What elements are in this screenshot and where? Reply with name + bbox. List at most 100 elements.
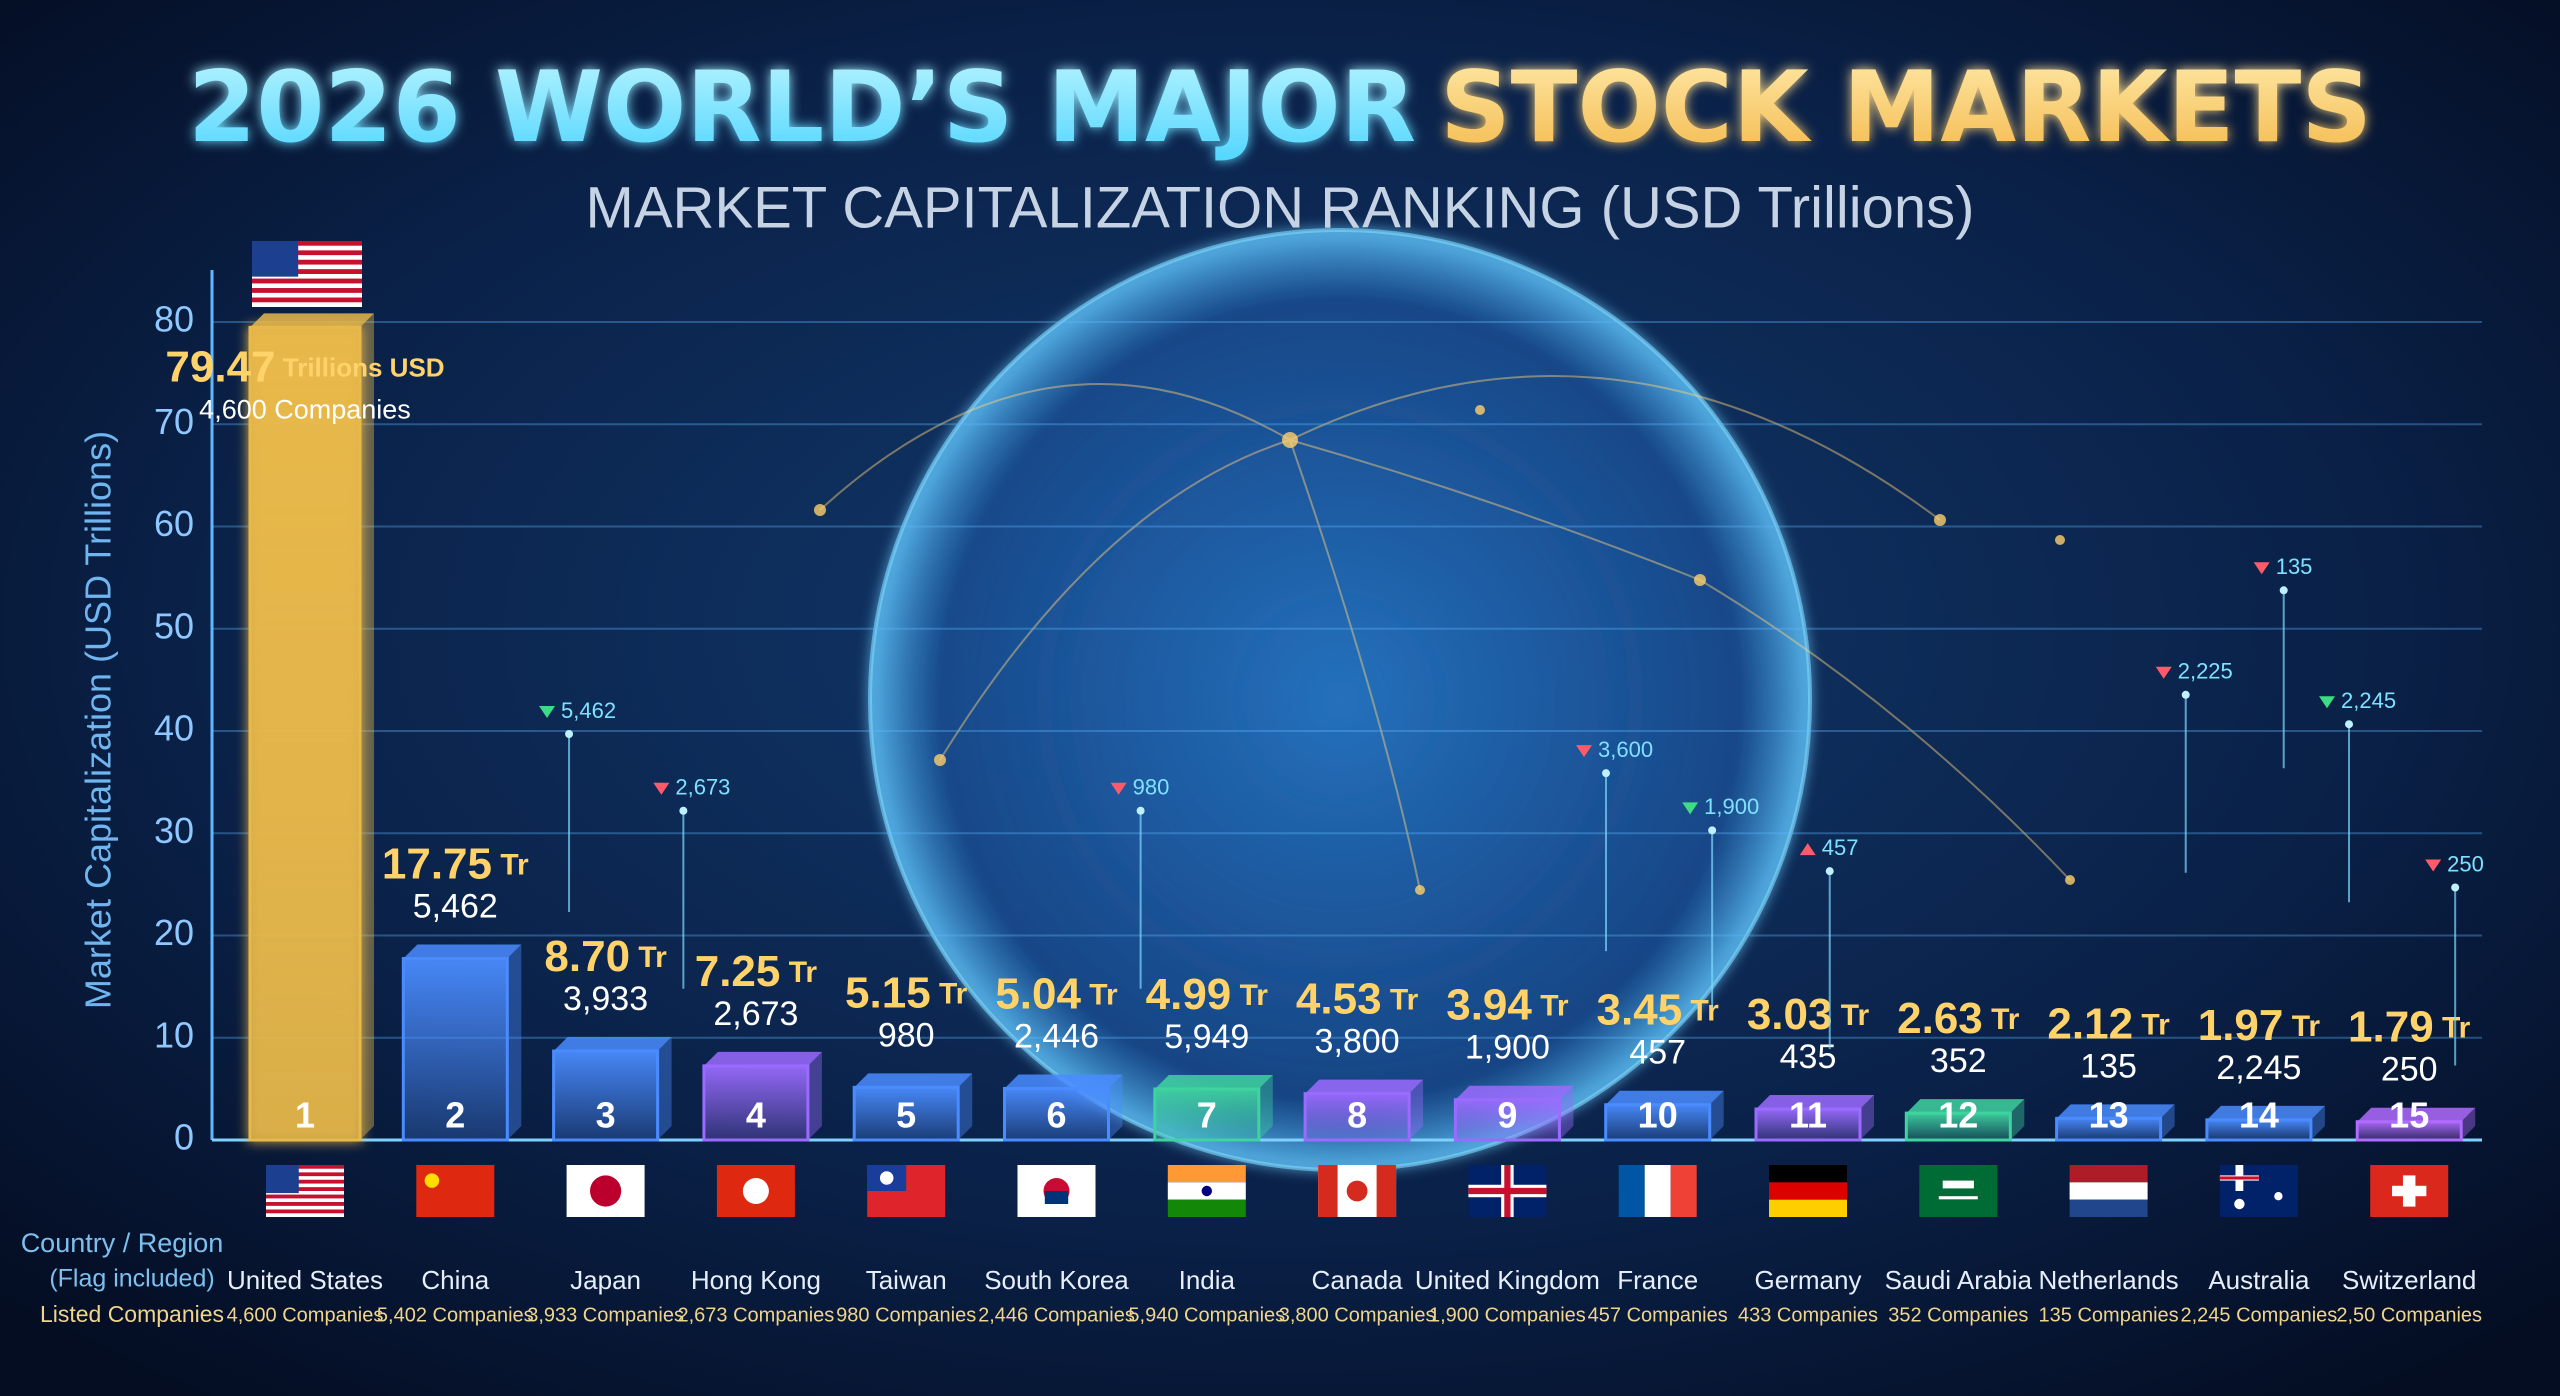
bar-top	[2357, 1107, 2476, 1122]
annotation-marker	[1110, 782, 1127, 795]
flag-part	[266, 1213, 344, 1217]
chart-subtitle: MARKET CAPITALIZATION RANKING (USD Trill…	[586, 175, 1975, 240]
flag-part	[1938, 1196, 1978, 1200]
rank-label: 10	[1638, 1095, 1678, 1136]
flag	[252, 241, 362, 307]
value-unit: Tr	[630, 941, 667, 974]
company-count: 1,900	[1465, 1029, 1550, 1067]
annotation-dot	[679, 806, 688, 815]
value-label: 4.99 Tr	[1146, 970, 1269, 1019]
bar	[2055, 1116, 2163, 1142]
flag-part	[1346, 1180, 1368, 1202]
value-number: 3.94	[1446, 980, 1532, 1029]
y-tick-label: 20	[154, 912, 194, 953]
flag-part	[266, 1183, 344, 1188]
x-tick-label: Canada	[1312, 1265, 1404, 1295]
bar-side	[2310, 1105, 2325, 1140]
bar-side	[2160, 1104, 2175, 1140]
listed-companies: 135 Companies	[2039, 1304, 2179, 1326]
x-tick-label: France	[1617, 1265, 1698, 1295]
bar-top	[1004, 1074, 1123, 1089]
bar	[1303, 1092, 1411, 1142]
annotation-dot	[2279, 586, 2288, 595]
flag-part	[2069, 1199, 2148, 1217]
bar-side	[958, 1073, 973, 1140]
flag-part	[2392, 1185, 2427, 1197]
flag-part	[2219, 1176, 2259, 1180]
value-unit: Tr	[1682, 995, 1719, 1028]
rank-label: 6	[1046, 1095, 1066, 1136]
listed-companies: 2,673 Companies	[678, 1304, 835, 1326]
bar	[248, 325, 362, 1142]
bar-top	[703, 1051, 822, 1066]
rank-label: 12	[1938, 1095, 1978, 1136]
value-unit: Tr	[492, 848, 529, 881]
annotation-marker	[2253, 562, 2270, 575]
company-count: 5,949	[1164, 1018, 1249, 1056]
bar-side	[1409, 1079, 1424, 1140]
bar-side	[2010, 1099, 2025, 1140]
value-unit: Tr	[780, 956, 817, 989]
bar	[1904, 1111, 2012, 1142]
annotation-label: 980	[1133, 775, 1170, 800]
annotation-marker	[2155, 666, 2172, 679]
row-label: Country / Region	[21, 1228, 224, 1258]
value-label: 8.70 Tr	[544, 932, 667, 981]
x-tick-label: South Korea	[984, 1265, 1129, 1295]
flag-part	[1376, 1165, 1397, 1217]
bar-top	[403, 944, 522, 959]
value-label: 3.45 Tr	[1597, 985, 1720, 1034]
value-number: 5.15	[845, 968, 931, 1017]
value-number: 2.63	[1897, 994, 1983, 1043]
flag-part	[252, 302, 362, 307]
flag	[1167, 1165, 1246, 1217]
value-label: 7.25 Tr	[695, 946, 818, 995]
flag-part	[1201, 1185, 1213, 1197]
company-count: 4,600 Companies	[199, 395, 411, 425]
y-tick-label: 10	[154, 1014, 194, 1055]
annotation-dot	[2451, 883, 2460, 892]
annotation-label: 3,600	[1598, 737, 1653, 762]
value-unit: Tr	[1832, 999, 1869, 1032]
rank-label: 8	[1347, 1095, 1367, 1136]
flag	[1919, 1165, 1998, 1217]
company-count: 457	[1629, 1034, 1686, 1072]
value-unit: Tr	[2434, 1012, 2471, 1045]
value-unit: Tr	[2283, 1010, 2320, 1043]
y-axis-label: Market Capitalization (USD Trillions)	[78, 431, 119, 1009]
value-unit: Tr	[1231, 979, 1268, 1012]
flag	[1017, 1165, 1096, 1217]
x-tick-label: United States	[227, 1265, 383, 1295]
rank-label: 3	[596, 1095, 616, 1136]
flag	[1769, 1165, 1847, 1217]
company-count: 2,245	[2216, 1049, 2301, 1087]
value-number: 1.79	[2348, 1002, 2434, 1051]
annotation-marker	[1576, 745, 1593, 758]
value-label: 5.04 Tr	[995, 969, 1118, 1018]
company-count: 135	[2080, 1047, 2137, 1085]
annotation-label: 2,225	[2178, 659, 2233, 684]
bar-side	[657, 1037, 672, 1140]
y-tick-label: 70	[154, 401, 194, 442]
flag	[266, 1165, 344, 1217]
y-tick-label: 80	[154, 299, 194, 340]
value-unit: Tr	[1983, 1003, 2020, 1036]
listed-companies: 2,245 Companies	[2181, 1304, 2338, 1326]
annotation-dot	[1136, 806, 1145, 815]
bar-top	[1154, 1074, 1273, 1089]
value-unit: Tr	[1382, 984, 1419, 1017]
y-tick-label: 50	[154, 605, 194, 646]
bar	[401, 957, 509, 1142]
company-count: 980	[878, 1016, 935, 1054]
value-unit: Tr	[931, 977, 968, 1010]
flag-part	[424, 1173, 440, 1188]
y-tick-label: 30	[154, 810, 194, 851]
flag	[1468, 1165, 1547, 1217]
bar	[1153, 1087, 1261, 1142]
bar-top	[553, 1037, 672, 1052]
x-tick-label: Switzerland	[2342, 1265, 2476, 1295]
annotation-marker	[2425, 859, 2442, 872]
flag-part	[416, 1165, 495, 1217]
annotation-label: 135	[2276, 554, 2313, 579]
